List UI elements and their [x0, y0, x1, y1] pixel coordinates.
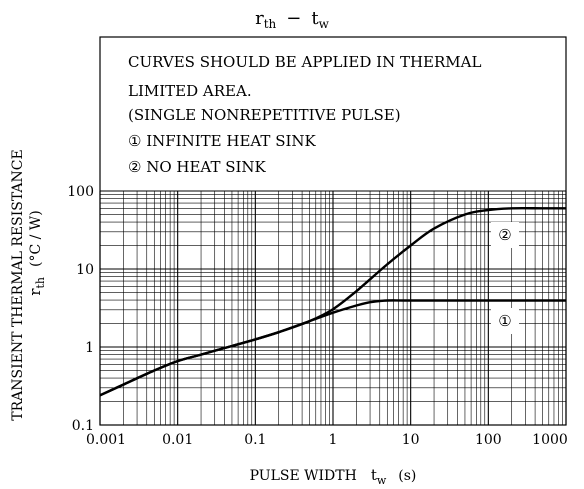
note-line: LIMITED AREA. — [128, 82, 252, 100]
x-axis-ticks: 0.001 0.01 0.1 1 10 100 1000 — [86, 432, 568, 448]
x-axis-label: PULSE WIDTH tw (s) — [250, 466, 417, 487]
x-tick-label: 1 — [329, 432, 338, 448]
curve-2 — [99, 206, 566, 397]
x-tick-label: 0.001 — [86, 432, 126, 448]
grid — [99, 190, 567, 426]
x-tick-label: 0.01 — [162, 432, 193, 448]
notes-block: CURVES SHOULD BE APPLIED IN THERMAL LIMIT… — [128, 53, 481, 176]
curve-label-2: ② — [498, 226, 511, 244]
chart-title: rth − tw — [255, 8, 330, 31]
y-tick-label: 10 — [76, 262, 94, 278]
curve-label-backing — [491, 222, 519, 248]
y-tick-label: 100 — [67, 184, 94, 200]
x-tick-label: 100 — [475, 432, 502, 448]
y-axis-label-main: TRANSIENT THERMAL RESISTANCE — [10, 149, 26, 420]
y-tick-label: 0.1 — [72, 418, 94, 434]
curve-labels: ①② — [491, 222, 519, 334]
y-axis-label: TRANSIENT THERMAL RESISTANCE rth(°C / W) — [10, 149, 47, 420]
note-line: ① INFINITE HEAT SINK — [128, 132, 317, 150]
x-tick-label: 0.1 — [244, 432, 266, 448]
note-line: ② NO HEAT SINK — [128, 158, 267, 176]
y-axis-label-unit: rth(°C / W) — [26, 210, 47, 295]
curve-label-backing — [491, 308, 519, 334]
note-line: CURVES SHOULD BE APPLIED IN THERMAL — [128, 53, 481, 71]
x-tick-label: 1000 — [532, 432, 568, 448]
x-tick-label: 10 — [402, 432, 420, 448]
y-axis-ticks: 0.1 1 10 100 — [67, 184, 94, 434]
y-tick-label: 1 — [85, 340, 94, 356]
curve-label-1: ① — [498, 312, 511, 330]
note-line: (SINGLE NONREPETITIVE PULSE) — [128, 106, 401, 124]
curves — [99, 206, 566, 397]
